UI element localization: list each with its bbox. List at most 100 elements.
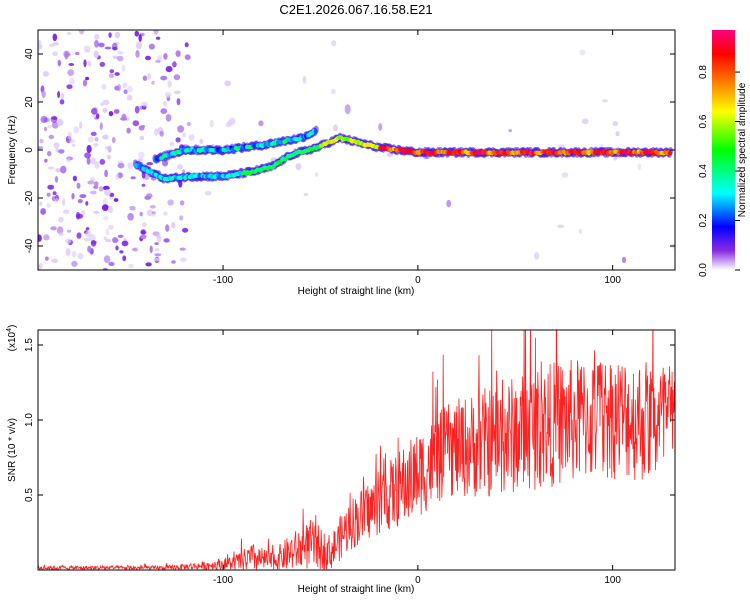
spectrogram-noise-blob (52, 33, 58, 42)
spectrogram-noise-blob (68, 63, 75, 66)
spectrogram-noise-blob (99, 61, 106, 67)
spectrogram-noise-blob (55, 147, 59, 153)
spectrogram-noise-blob (107, 205, 113, 214)
snr-x-label: Height of straight line (km) (298, 584, 415, 595)
spectrogram-noise-blob (76, 182, 81, 189)
colorbar-ticks: 0.0 0.2 0.4 0.6 0.8 (698, 65, 740, 277)
spectrogram-noise-blob (138, 151, 145, 159)
spectrogram-signal-track (132, 104, 674, 184)
spectrogram-noise-blob (169, 141, 175, 147)
spectrogram-noise-blob (159, 130, 164, 137)
spectrogram-signal-core (667, 150, 672, 156)
spectrogram-noise-blob (127, 162, 134, 170)
spectrogram-noise-blob (224, 80, 232, 87)
spectrogram-noise-blob (73, 126, 80, 134)
spectrogram-noise-blob (147, 72, 151, 81)
spectrogram-noise-blob (103, 236, 108, 241)
spectrogram-noise-blob (77, 199, 83, 204)
spectrogram-noise-blob (51, 258, 58, 263)
spectrogram-noise-blob (600, 144, 604, 147)
spectrogram-noise-blob (114, 72, 120, 76)
spectrogram-noise-blob (62, 209, 70, 214)
spectrogram-noise-blob (126, 85, 133, 93)
spectrogram-noise-blob (41, 90, 46, 99)
spectrogram-noise-blob (66, 84, 73, 89)
spectrogram-noise-blob (561, 172, 569, 178)
spectrogram-noise-blob (102, 198, 108, 206)
spectrogram-noise-blob (98, 42, 105, 48)
spectrogram-noise-blob (141, 183, 146, 187)
y-tick-label: 40 (24, 48, 35, 60)
spectrogram-noise-blob (146, 193, 153, 199)
spectrogram-noise-blob (179, 200, 185, 206)
spectrogram-noise-blob (146, 162, 154, 166)
y-tick-label: -20 (24, 190, 35, 205)
spectrogram-noise-blob (38, 234, 42, 242)
spectrogram-noise-blob (153, 30, 159, 35)
spectrogram-noise-blob (122, 255, 127, 262)
chart-title: C2E1.2026.067.16.58.E21 (279, 2, 432, 17)
spectrogram-noise-blob (115, 173, 120, 181)
spectrogram-noise-blob (67, 69, 74, 76)
spectrogram-noise-blob (111, 136, 116, 144)
spectrogram-noise-blob (117, 51, 124, 55)
spectrogram-noise-blob (171, 260, 176, 264)
spectrogram-noise-blob (43, 234, 50, 241)
y-tick-label: 1.0 (24, 413, 35, 427)
spectrogram-noise-blob (102, 134, 109, 140)
spectrogram-noise-blob (83, 59, 87, 68)
snr-frame (37, 329, 676, 571)
spectrogram-noise-blob (163, 53, 168, 60)
spectrogram-noise-blob (637, 163, 642, 170)
spectrogram-noise-blob (113, 109, 120, 114)
spectrogram-noise-blob (85, 227, 90, 231)
spectrogram-noise-blob (145, 262, 152, 267)
spectrogram-noise-blob (85, 230, 92, 238)
spectrogram-noise-blob (157, 55, 163, 62)
spectrogram-noise-blob (90, 131, 97, 136)
spectrogram-noise-blob (134, 30, 140, 37)
spectrogram-noise-blob (103, 255, 111, 264)
spectrogram-noise-blob (127, 213, 134, 221)
spectrogram-noise-blob (581, 118, 589, 125)
spectrogram-noise-blob (81, 210, 86, 216)
spectrogram-noise-blob (47, 184, 55, 190)
colorbar-label: Normalized spectral amplitude (737, 82, 748, 217)
spectrogram-noise-blob (83, 45, 91, 52)
spectrogram-noise-blob (38, 43, 43, 50)
spectrogram-noise-blob (154, 128, 159, 136)
spectrogram-noise-blob (102, 99, 110, 106)
spectrogram-noise-blob (93, 210, 100, 214)
spectrogram-noise-blob (111, 42, 118, 51)
spectrogram-noise-blob (95, 113, 100, 119)
spectrogram-noise-blob (138, 34, 142, 42)
spectrogram-noise-blob (161, 159, 169, 167)
snr-axis-ticks: -100 0 100 0.5 1.0 1.5 (24, 330, 675, 586)
spectrogram-noise-blob (71, 143, 76, 147)
spectrogram-noise-blob (114, 31, 121, 39)
spectrogram-noise-blob (93, 181, 99, 187)
spectrogram-noise-blob (52, 121, 59, 129)
spectrogram-noise-blob (104, 189, 111, 196)
spectrogram-noise-blob (155, 248, 160, 252)
spectrogram-noise-blob (47, 124, 52, 129)
spectrogram-noise-blob (108, 111, 114, 117)
spectrogram-noise-blob (76, 213, 84, 219)
spectrogram-noise-blob (153, 257, 160, 262)
spectrogram-noise-blob (295, 163, 302, 171)
spectrogram-noise-blob (578, 228, 583, 234)
x-tick-label: 100 (604, 275, 621, 286)
y-tick-label: -40 (24, 238, 35, 253)
spectrogram-noise-blob (113, 198, 119, 202)
spectrogram-noise-blob (38, 262, 43, 269)
spectrogram-noise-blob (167, 199, 174, 206)
spectrogram-noise-blob (314, 172, 319, 178)
spectrogram-noise-blob (508, 129, 512, 133)
spectrogram-noise-blob (109, 192, 115, 197)
spectrogram-noise-blob (100, 102, 105, 106)
spectrogram-noise-blob (58, 149, 65, 154)
spectrogram-noise-blob (42, 71, 50, 77)
spectrogram-noise-blob (84, 49, 91, 53)
spectrogram-noise-blob (54, 176, 59, 183)
spectrogram-noise-blob (64, 52, 71, 57)
